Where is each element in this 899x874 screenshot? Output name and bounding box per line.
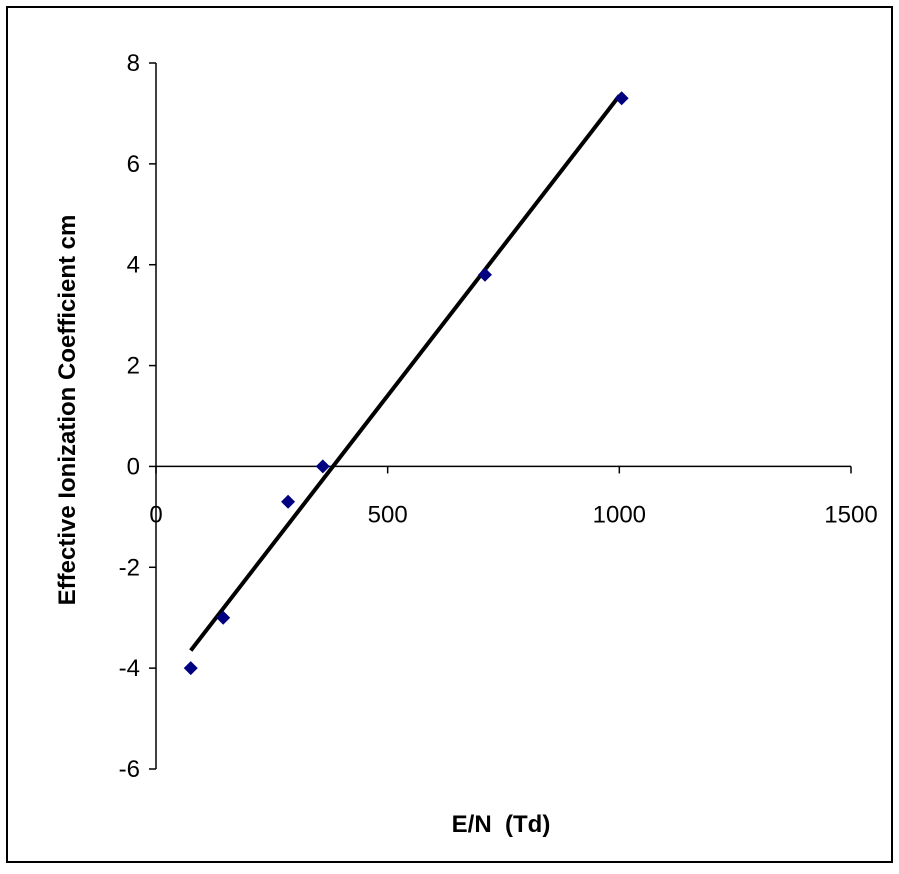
- y-tick-label: -2: [119, 554, 140, 581]
- y-tick-label: 6: [127, 151, 140, 178]
- y-tick-label: -6: [119, 756, 140, 783]
- x-axis-title: E/N (Td): [452, 811, 551, 838]
- chart-border: [6, 6, 893, 863]
- data-point: [315, 459, 330, 474]
- trendline: [189, 94, 621, 652]
- data-point: [614, 91, 629, 106]
- trendline-layer: [189, 94, 621, 652]
- data-point: [477, 267, 492, 282]
- x-tick-label: 1000: [593, 501, 646, 528]
- data-point: [183, 661, 198, 676]
- x-axis-ticks: 0 500 1000 1500: [149, 466, 878, 528]
- y-axis-ticks: -6 -4 -2 0 2 4 6 8: [119, 50, 156, 783]
- x-tick-label: 1500: [824, 501, 877, 528]
- y-tick-label: 0: [127, 453, 140, 480]
- y-tick-label: -4: [119, 655, 140, 682]
- y-tick-label: 2: [127, 353, 140, 380]
- y-tick-label: 8: [127, 50, 140, 77]
- data-points-layer: [183, 91, 629, 676]
- x-tick-label: 0: [149, 501, 162, 528]
- data-point: [281, 494, 296, 509]
- y-tick-label: 4: [127, 252, 140, 279]
- x-tick-label: 500: [368, 501, 408, 528]
- y-axis-title: Effective Ionization Coefficient cm: [54, 215, 81, 606]
- data-point: [216, 610, 231, 625]
